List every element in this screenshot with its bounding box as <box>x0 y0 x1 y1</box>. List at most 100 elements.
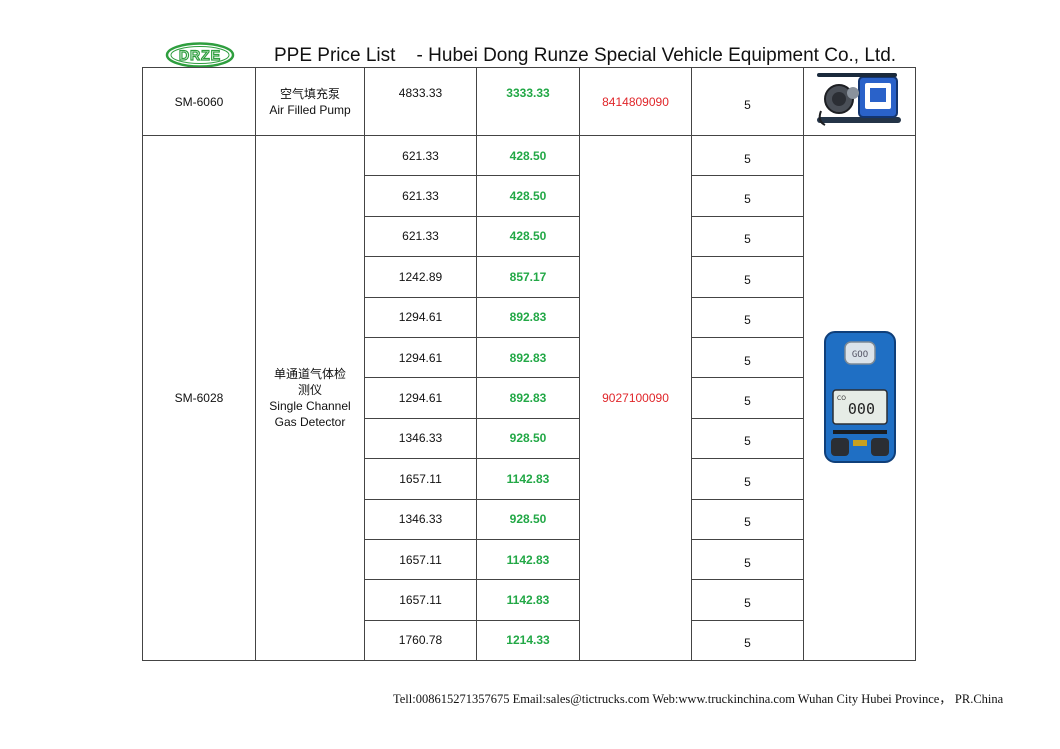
model-cell: SM-6028 <box>142 134 256 662</box>
price-value: 1657.11 <box>399 592 442 607</box>
moq-value: 5 <box>744 272 751 287</box>
price-cell: 1657.11 <box>364 538 477 581</box>
moq-value: 5 <box>744 434 751 449</box>
sale-price-cell: 892.83 <box>476 336 580 379</box>
price-cell: 1760.78 <box>364 619 477 662</box>
product-image-cell <box>803 67 916 136</box>
table-row: 1760.78 1214.33 5 <box>143 619 916 662</box>
moq-cell: 5 <box>691 579 804 621</box>
price-cell: 4833.33 <box>364 67 477 136</box>
price-value: 1657.11 <box>399 552 442 567</box>
table-row: 1294.61 892.83 5 <box>143 377 916 419</box>
sale-price-value: 1142.83 <box>506 592 550 607</box>
display-unit: CO <box>837 395 846 402</box>
table-row: SM-6028 单通道气体检测仪 Single Channel Gas Detect… <box>142 134 916 662</box>
moq-value: 5 <box>744 97 751 112</box>
model-cell: SM-6060 <box>142 67 256 136</box>
footer-contact: Tell:008615271357675 Email:sales@tictruc… <box>393 692 1004 706</box>
product-name-cell: 空气填充泵 Air Filled Pump <box>255 67 365 136</box>
product-name-zh: 单通道气体检测仪 <box>273 367 346 398</box>
sale-price-value: 428.50 <box>509 229 547 244</box>
moq-cell: 5 <box>691 336 804 379</box>
sale-price-value: 928.50 <box>509 431 547 446</box>
product-name-cell: 单通道气体检测仪 Single Channel Gas Detector <box>255 134 365 662</box>
moq-value: 5 <box>744 555 751 570</box>
sensor-label: GOO <box>851 350 867 360</box>
price-value: 621.33 <box>402 189 439 204</box>
moq-value: 5 <box>744 515 751 530</box>
price-table: SM-6060 空气填充泵 Air Filled Pump 4833.33 3333.3… <box>142 67 916 662</box>
hs-code-cell: 9027100090 <box>579 134 692 662</box>
sale-price-cell: 428.50 <box>476 134 580 177</box>
sale-price-value: 928.50 <box>509 512 547 527</box>
sale-price-value: 857.17 <box>509 269 547 284</box>
display-reading: 000 <box>847 400 874 418</box>
moq-value: 5 <box>744 313 751 328</box>
hs-code-cell: 8414809090 <box>579 67 692 136</box>
sale-price-value: 892.83 <box>509 350 547 365</box>
price-cell: 1294.61 <box>364 377 477 419</box>
price-cell: 1242.89 <box>364 256 477 298</box>
sale-price-value: 1214.33 <box>506 633 550 648</box>
sale-price-value: 428.50 <box>509 148 547 163</box>
table-row: 1657.11 1142.83 5 <box>143 458 916 500</box>
price-cell: 621.33 <box>364 134 477 177</box>
sale-price-cell: 1214.33 <box>476 619 580 662</box>
sale-price-value: 892.83 <box>509 310 547 325</box>
moq-cell: 5 <box>691 417 804 460</box>
sale-price-cell: 857.17 <box>476 256 580 298</box>
sale-price-cell: 892.83 <box>476 296 580 338</box>
moq-cell: 5 <box>691 377 804 419</box>
gas-detector-icon: GOO CO 000 <box>823 330 896 463</box>
moq-cell: 5 <box>691 67 804 136</box>
sale-price-value: 3333.33 <box>506 85 550 100</box>
price-value: 1760.78 <box>398 633 443 648</box>
price-cell: 1657.11 <box>364 458 477 500</box>
moq-value: 5 <box>744 151 751 166</box>
moq-value: 5 <box>744 636 751 651</box>
product-name-zh: 空气填充泵 <box>279 86 340 101</box>
moq-cell: 5 <box>691 458 804 500</box>
price-value: 4833.33 <box>398 85 443 100</box>
price-value: 1294.61 <box>398 350 443 365</box>
moq-value: 5 <box>744 192 751 207</box>
table-row: SM-6060 空气填充泵 Air Filled Pump 4833.33 3333.3… <box>142 67 916 136</box>
price-value: 1657.11 <box>399 471 442 486</box>
product-image-cell: GOO CO 000 <box>803 134 916 662</box>
sale-price-cell: 1142.83 <box>476 458 580 500</box>
price-cell: 1294.61 <box>364 336 477 379</box>
sale-price-value: 892.83 <box>509 391 547 406</box>
sale-price-cell: 928.50 <box>476 498 580 540</box>
air-compressor-icon <box>816 73 901 126</box>
moq-cell: 5 <box>691 538 804 581</box>
table-row: 1294.61 892.83 5 <box>143 296 916 338</box>
moq-value: 5 <box>744 595 751 610</box>
price-value: 1346.33 <box>398 512 443 527</box>
price-value: 1242.89 <box>398 269 443 284</box>
table-row: 621.33 428.50 5 <box>143 215 916 258</box>
sale-price-cell: 428.50 <box>476 215 580 258</box>
company-logo: DRZE <box>165 42 235 68</box>
sale-price-cell: 1142.83 <box>476 538 580 581</box>
price-cell: 621.33 <box>364 175 477 217</box>
moq-cell: 5 <box>691 256 804 298</box>
product-name-en: Air Filled Pump <box>269 102 351 117</box>
page-title: PPE Price List - Hubei Dong Runze Specia… <box>274 45 897 66</box>
sale-price-cell: 1142.83 <box>476 579 580 621</box>
price-cell: 1657.11 <box>364 579 477 621</box>
logo-text: DRZE <box>179 47 221 63</box>
moq-value: 5 <box>744 353 751 368</box>
sale-price-value: 1142.83 <box>506 471 550 486</box>
price-value: 1346.33 <box>398 431 443 446</box>
moq-value: 5 <box>744 474 751 489</box>
moq-cell: 5 <box>691 296 804 338</box>
product-name-en: Single Channel Gas Detector <box>269 399 351 430</box>
sale-price-value: 428.50 <box>509 189 547 204</box>
moq-cell: 5 <box>691 134 804 177</box>
price-value: 621.33 <box>402 229 439 244</box>
table-row: 1242.89 857.17 5 <box>143 256 916 298</box>
price-value: 621.33 <box>402 148 439 163</box>
price-value: 1294.61 <box>398 310 443 325</box>
table-row: 621.33 428.50 5 <box>143 175 916 217</box>
table-row: 1346.33 928.50 5 <box>143 498 916 540</box>
